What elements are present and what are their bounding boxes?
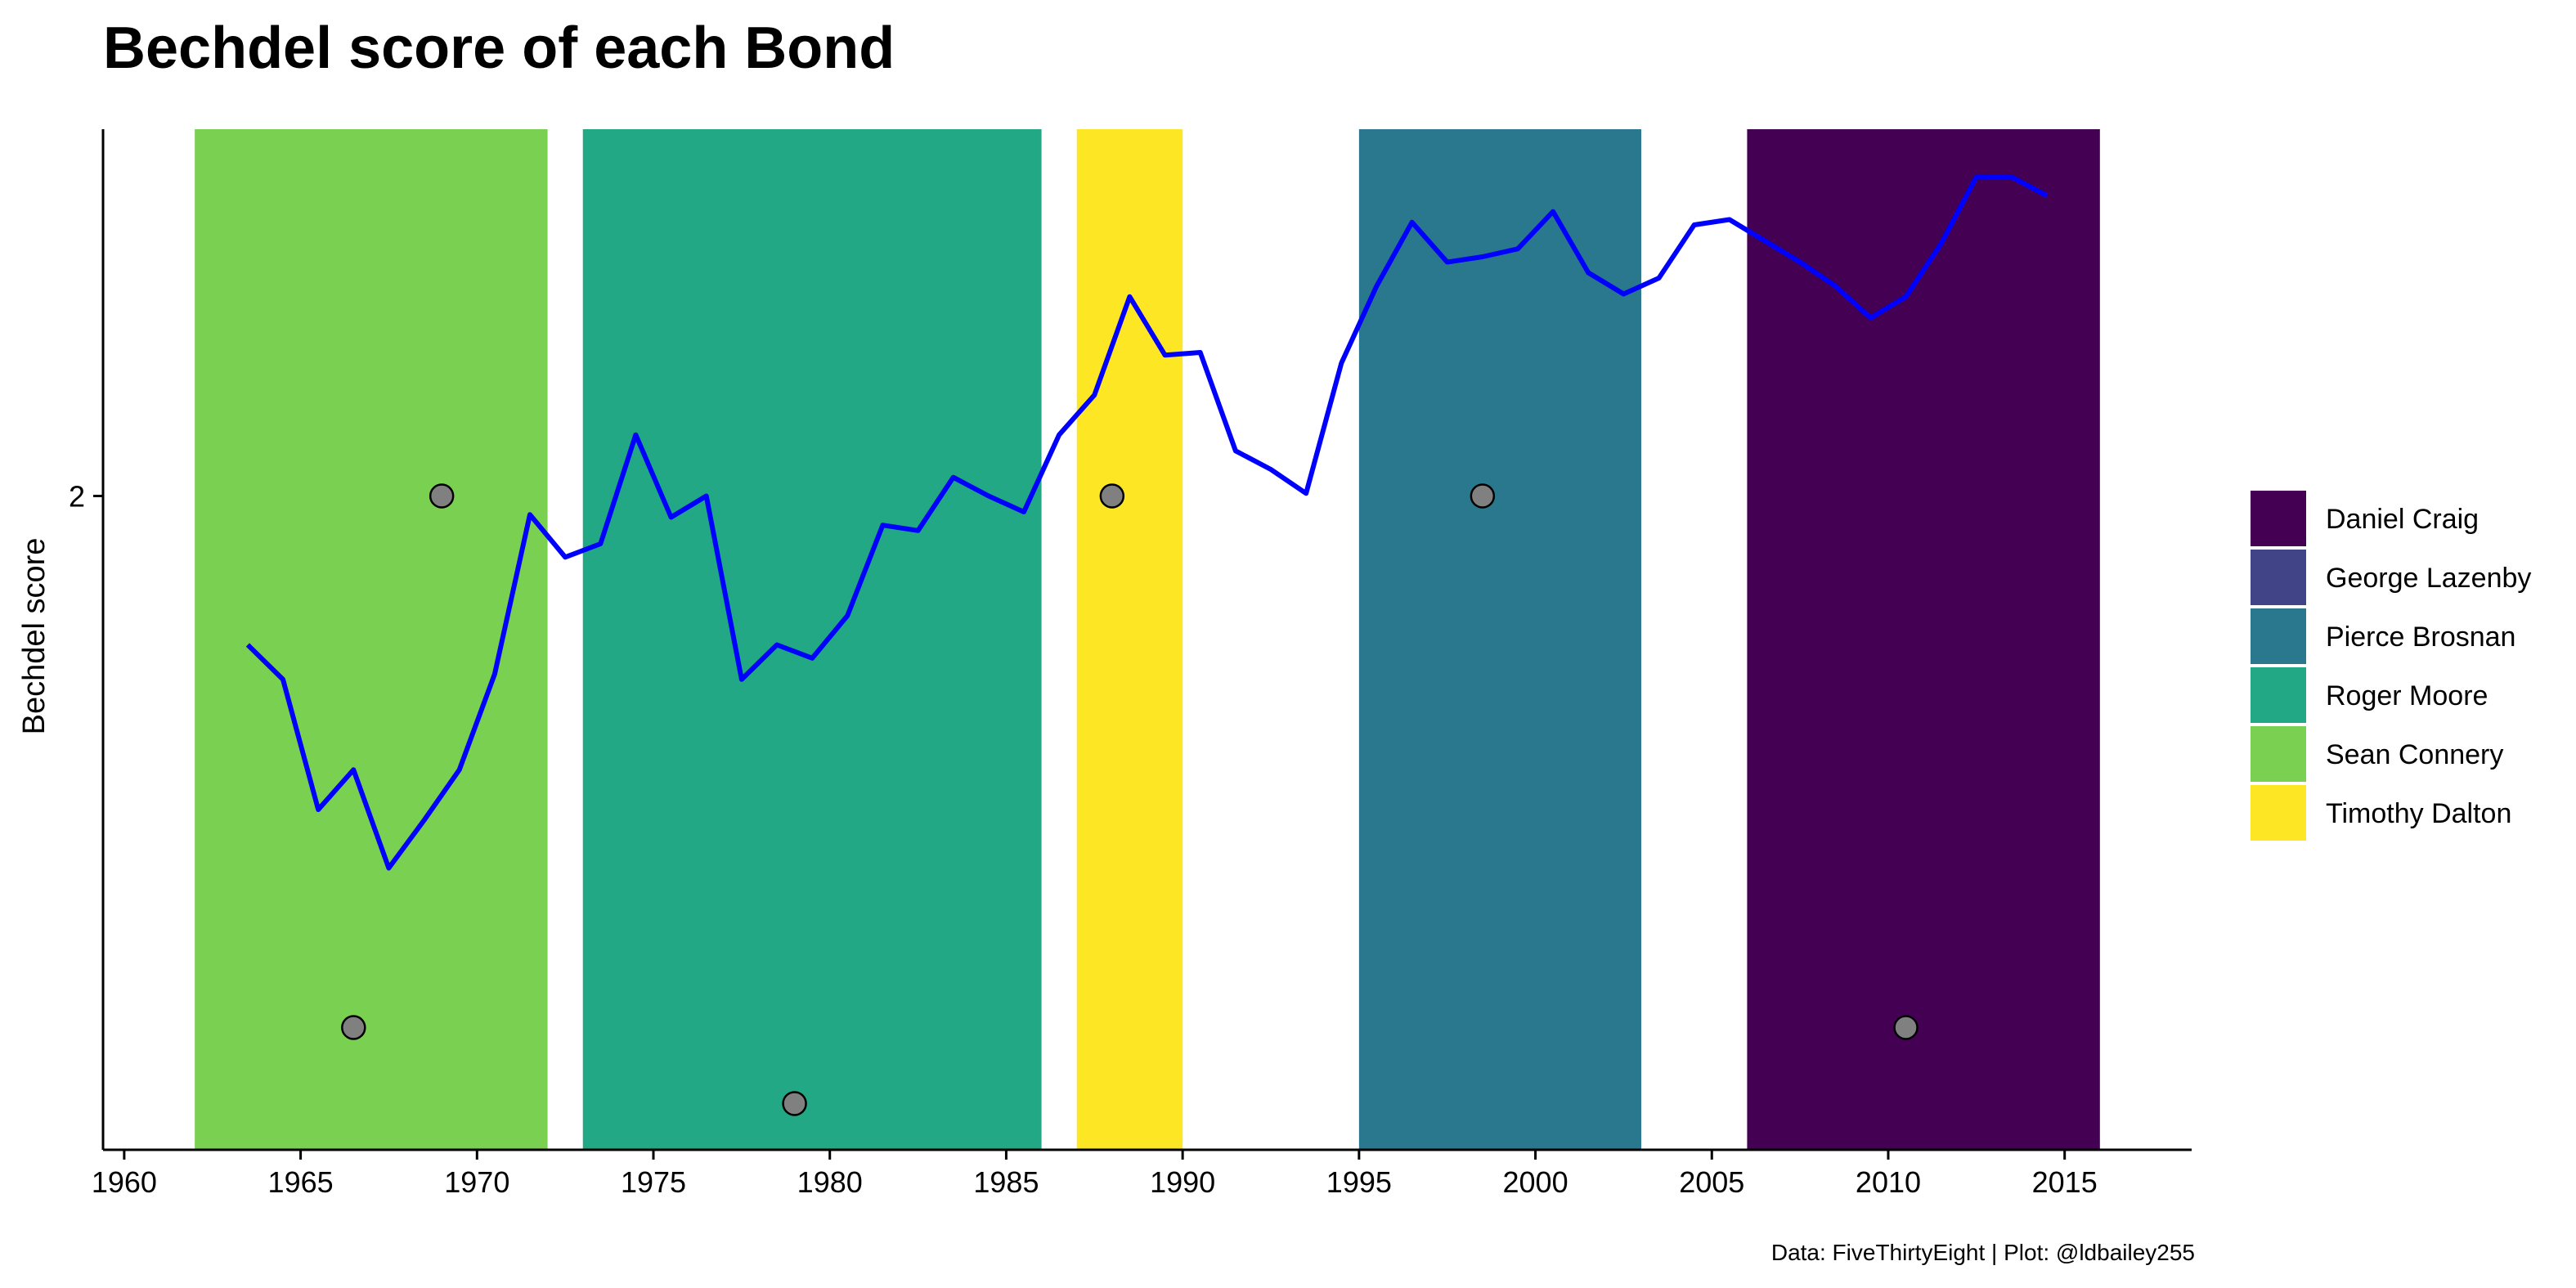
data-point-0 xyxy=(341,1015,366,1040)
series-line-0 xyxy=(245,174,2049,871)
x-tick-label-1990: 1990 xyxy=(1150,1165,1215,1199)
data-point-3 xyxy=(1099,483,1125,509)
chart-title: Bechdel score of each Bond xyxy=(103,16,895,81)
x-tick-label-1985: 1985 xyxy=(973,1165,1039,1199)
y-tick-label-2: 2 xyxy=(69,480,85,514)
data-point-5 xyxy=(1893,1015,1919,1040)
x-tick-label-1965: 1965 xyxy=(268,1165,334,1199)
line-layer xyxy=(245,174,2049,871)
era-bands xyxy=(195,129,2100,1150)
x-tick-label-1980: 1980 xyxy=(797,1165,863,1199)
legend-swatch xyxy=(2251,550,2306,605)
x-tick-label-1970: 1970 xyxy=(444,1165,509,1199)
legend-swatch xyxy=(2251,491,2306,546)
data-point-2 xyxy=(782,1091,807,1116)
axes: 1960 1965 1970 1975 1980 1985 1990 1995 2000 2005… xyxy=(69,129,2192,1199)
legend-swatch xyxy=(2251,785,2306,841)
era-band-sean-connery xyxy=(195,129,548,1150)
legend-swatch xyxy=(2251,667,2306,723)
legend-label: Timothy Dalton xyxy=(2326,798,2512,829)
x-tick-label-1995: 1995 xyxy=(1326,1165,1392,1199)
legend-label: Roger Moore xyxy=(2326,680,2488,711)
x-tick-label-1960: 1960 xyxy=(92,1165,157,1199)
caption: Data: FiveThirtyEight | Plot: @ldbailey2… xyxy=(1770,1240,2195,1265)
legend-swatch xyxy=(2251,608,2306,664)
legend-label: Daniel Craig xyxy=(2326,504,2480,535)
y-axis-label: Bechdel score xyxy=(17,538,52,735)
legend-label: Sean Connery xyxy=(2326,739,2504,770)
data-point-1 xyxy=(429,483,455,509)
x-tick-label-2015: 2015 xyxy=(2032,1165,2098,1199)
era-band-roger-moore xyxy=(582,129,1042,1150)
x-tick-label-2005: 2005 xyxy=(1679,1165,1744,1199)
era-band-pierce-brosnan xyxy=(1358,129,1641,1150)
x-tick-label-2000: 2000 xyxy=(1503,1165,1568,1199)
x-tick-label-1975: 1975 xyxy=(621,1165,686,1199)
legend-swatch xyxy=(2251,726,2306,782)
era-band-timothy-dalton xyxy=(1076,129,1183,1150)
x-tick-label-2010: 2010 xyxy=(1856,1165,1921,1199)
point-layer xyxy=(341,483,1919,1116)
legend-label: Pierce Brosnan xyxy=(2326,622,2516,653)
data-point-4 xyxy=(1470,483,1496,509)
legend-label: George Lazenby xyxy=(2326,563,2532,594)
era-band-daniel-craig xyxy=(1747,129,2100,1150)
